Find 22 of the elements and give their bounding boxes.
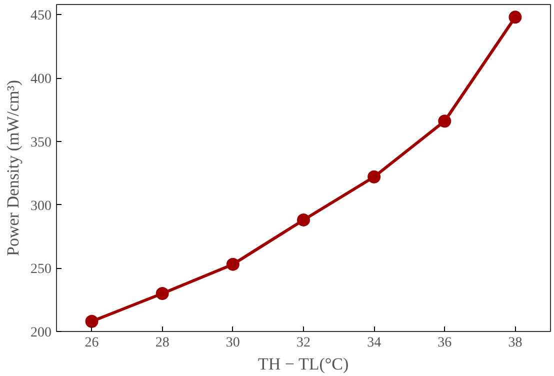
x-axis-title: TH − TL(°C) xyxy=(258,354,349,374)
y-tick-label: 300 xyxy=(30,198,52,214)
point xyxy=(368,170,381,184)
point xyxy=(297,213,310,226)
point xyxy=(85,314,98,328)
x-tick-label: 26 xyxy=(84,336,99,350)
x-tick-label: 34 xyxy=(367,336,382,350)
y-tick-label: 350 xyxy=(30,135,52,150)
y-tick-label: 400 xyxy=(30,72,52,88)
point xyxy=(508,10,522,24)
x-tick-label: 36 xyxy=(438,336,452,350)
y-tick-label: 450 xyxy=(30,8,52,24)
y-axis-title: Power Density (mW/cm³) xyxy=(4,80,22,256)
point xyxy=(226,258,240,271)
x-tick-label: 32 xyxy=(296,336,310,350)
y-tick-label: 200 xyxy=(30,326,52,340)
x-tick-label: 28 xyxy=(155,336,170,350)
x-tick-label: 38 xyxy=(508,336,522,350)
point xyxy=(156,286,169,300)
x-tick-label: 30 xyxy=(226,336,240,350)
y-tick-label: 250 xyxy=(30,262,52,278)
point xyxy=(438,114,452,128)
